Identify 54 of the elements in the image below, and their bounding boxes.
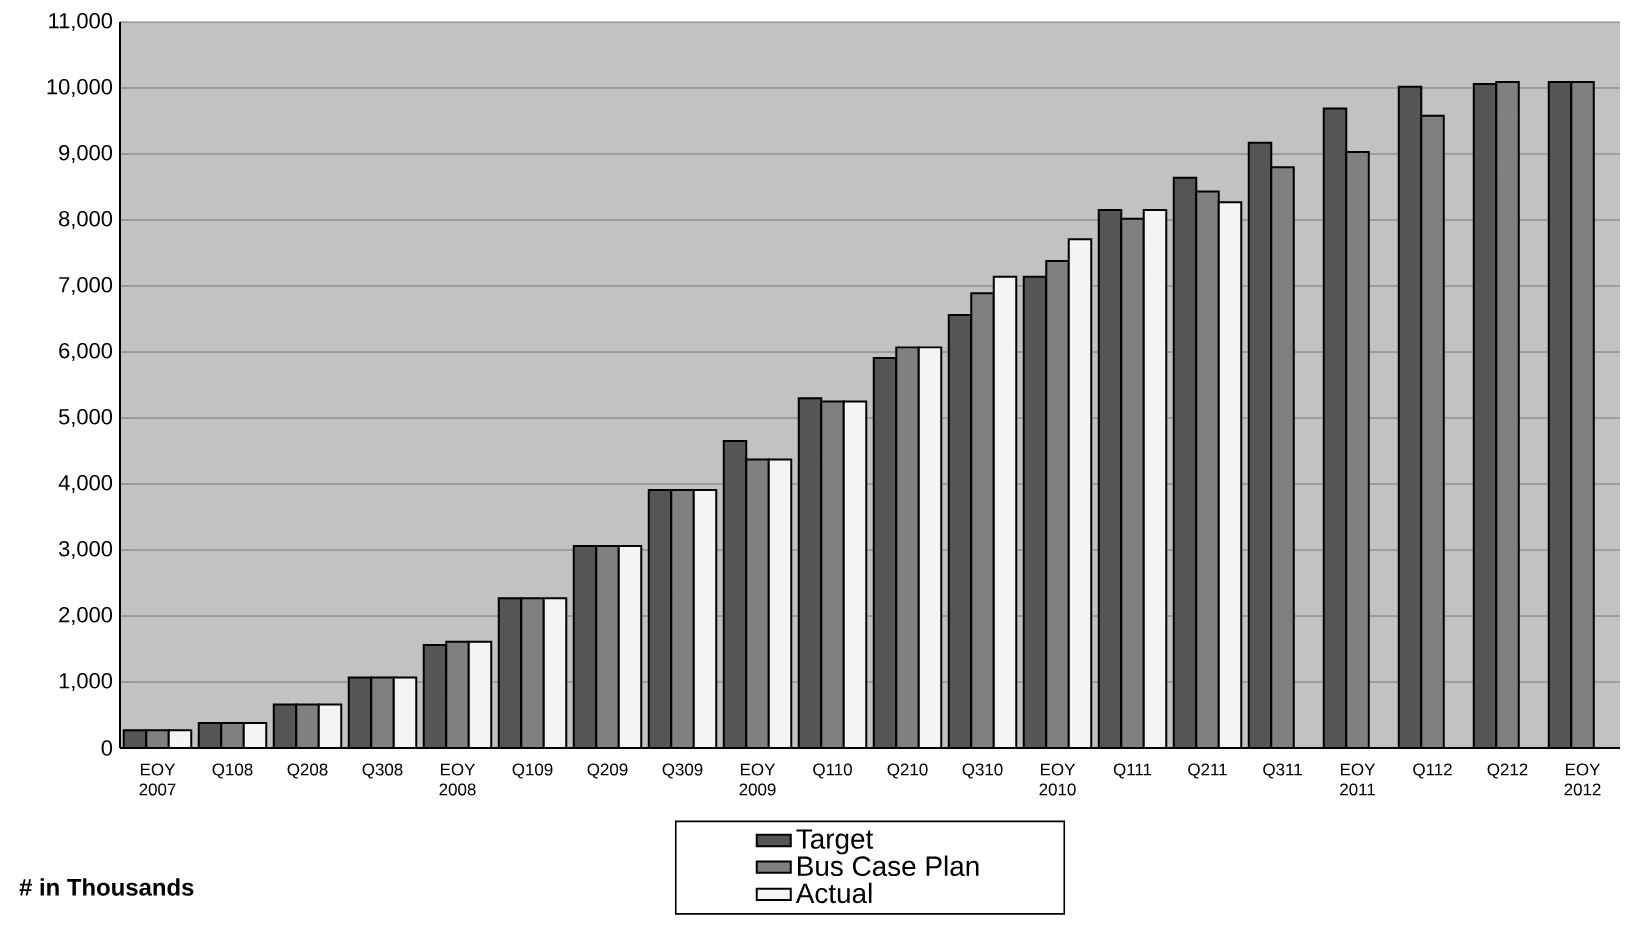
bar <box>896 347 919 748</box>
x-tick-label: Q309 <box>662 763 703 779</box>
bar <box>1570 81 1595 748</box>
y-tick-label: 3,000 <box>58 540 113 560</box>
y-tick-label: 4,000 <box>58 474 113 494</box>
y-tick-label: 9,000 <box>59 144 113 164</box>
bar <box>1496 82 1519 748</box>
x-tick-label: EOY 2008 <box>439 763 476 796</box>
bar <box>821 401 844 748</box>
y-tick-label: 0 <box>101 740 113 756</box>
bar <box>371 677 394 748</box>
bar <box>746 459 769 748</box>
x-tick-label: Q209 <box>587 763 628 779</box>
x-tick-label: Q308 <box>362 763 403 779</box>
y-tick-label: 8,000 <box>59 210 113 230</box>
y-tick-label: 1,000 <box>59 672 113 692</box>
x-tick-label: EOY 2011 <box>1340 763 1376 796</box>
bar <box>1121 218 1144 748</box>
x-tick-label: Q211 <box>1188 763 1227 779</box>
bar <box>1346 152 1369 748</box>
bar <box>1046 260 1069 748</box>
x-tick-label: EOY 2009 <box>739 763 776 796</box>
legend-label: Actual <box>795 882 872 904</box>
legend-label: Bus Case Plan <box>798 855 979 877</box>
x-tick-label: EOY 2007 <box>139 763 176 796</box>
x-tick-label: Q310 <box>962 763 1003 779</box>
x-tick-label: EOY 2012 <box>1564 763 1601 796</box>
y-tick-label: 5,000 <box>58 408 113 428</box>
x-tick-label: Q210 <box>887 763 928 779</box>
bar <box>671 489 694 748</box>
y-tick-label: 2,000 <box>59 606 113 626</box>
x-tick-label: Q108 <box>212 763 253 779</box>
text: # in Thousands <box>19 878 194 896</box>
bar <box>1271 167 1294 748</box>
bar <box>521 598 544 748</box>
x-tick-label: EOY 2010 <box>1039 763 1076 796</box>
x-tick-label: Q208 <box>287 763 328 779</box>
x-tick-label: Q109 <box>512 763 553 779</box>
x-tick-label: Q110 <box>813 763 852 779</box>
y-tick-label: 7,000 <box>59 276 113 296</box>
legend-label: Target <box>796 829 874 855</box>
bar <box>446 641 469 748</box>
x-tick-label: Q311 <box>1263 763 1302 779</box>
y-tick-label: 11,000 <box>49 12 113 32</box>
x-tick-label: Q111 <box>1113 763 1152 779</box>
bar <box>596 546 619 748</box>
y-tick-label: 6,000 <box>59 342 113 362</box>
bar <box>971 293 994 748</box>
y-tick-label: 10,000 <box>47 78 113 98</box>
bar <box>1196 191 1219 748</box>
x-tick-label: Q212 <box>1487 763 1528 779</box>
bar <box>296 704 319 748</box>
bar <box>1421 115 1444 748</box>
x-tick-label: Q112 <box>1413 763 1452 779</box>
